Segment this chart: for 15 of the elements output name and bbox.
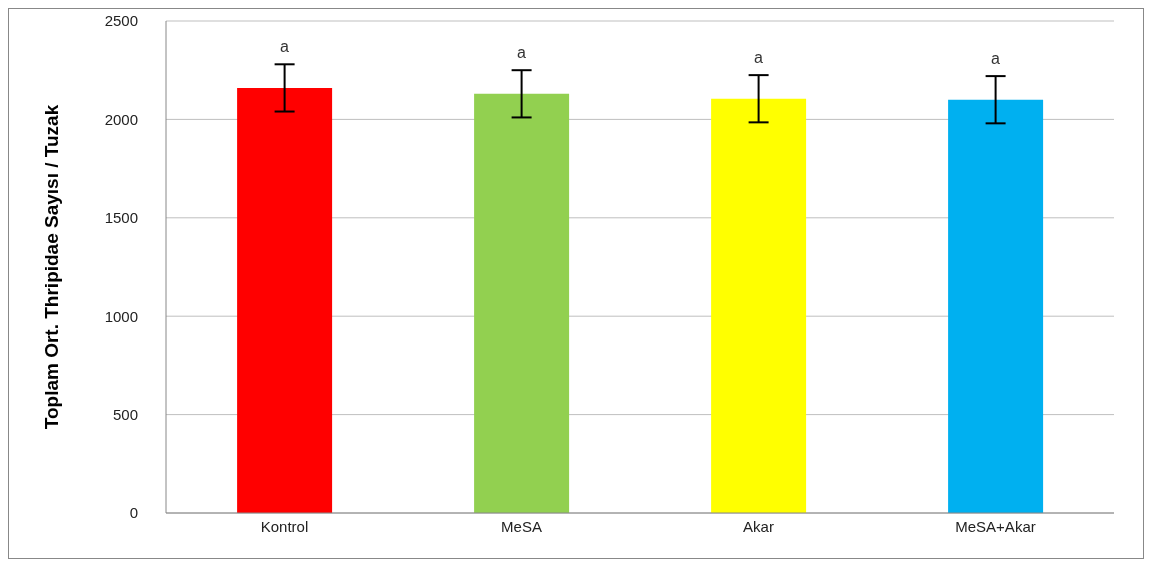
x-tick-label: Akar <box>743 517 774 535</box>
x-tick-label: MeSA+Akar <box>955 517 1036 535</box>
x-tick-label: MeSA <box>501 517 542 535</box>
y-tick-label: 500 <box>112 405 138 423</box>
annotation: a <box>991 50 1001 68</box>
annotation: a <box>517 44 527 62</box>
x-tick-label: Kontrol <box>260 517 309 535</box>
annotation: a <box>754 49 764 67</box>
y-tick-label: 0 <box>129 504 138 522</box>
annotation: a <box>280 38 290 56</box>
y-tick-label: 2000 <box>104 110 138 128</box>
y-axis-title: Toplam Ort. Thripidae Sayısı / Tuzak <box>40 104 62 430</box>
y-tick-label: 1000 <box>104 307 138 325</box>
y-tick-label: 1500 <box>104 209 138 227</box>
y-tick-label: 2500 <box>104 12 138 30</box>
